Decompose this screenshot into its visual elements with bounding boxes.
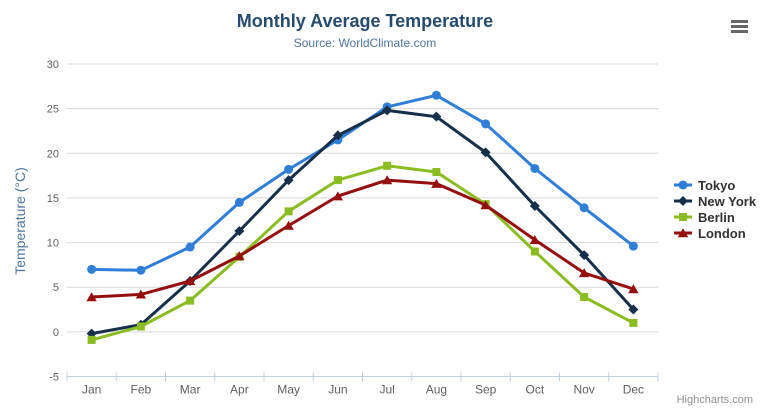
data-point-marker xyxy=(431,90,441,100)
data-point-marker xyxy=(629,318,638,327)
legend-item-tokyo[interactable]: Tokyo xyxy=(674,177,756,193)
chart-title: Monthly Average Temperature xyxy=(236,11,494,31)
legend: Tokyo New York Berlin London xyxy=(674,177,756,241)
legend-label: Berlin xyxy=(698,209,735,225)
data-point-marker xyxy=(283,220,294,230)
x-tick-label: Sep xyxy=(475,383,497,397)
legend-item-berlin[interactable]: Berlin xyxy=(674,209,756,225)
legend-item-london[interactable]: London xyxy=(674,225,756,241)
data-point-marker xyxy=(530,247,539,256)
data-point-marker xyxy=(628,284,639,294)
x-tick-label: Jul xyxy=(379,383,394,397)
data-point-marker xyxy=(136,322,145,331)
data-point-marker xyxy=(530,163,540,173)
series-line-london xyxy=(90,178,635,299)
diamond-series-symbol-icon xyxy=(674,196,692,206)
data-point-marker xyxy=(481,119,491,129)
x-tick-label: Oct xyxy=(526,383,545,397)
x-tick-label: Dec xyxy=(623,383,644,397)
data-point-marker xyxy=(284,207,293,216)
data-point-marker xyxy=(87,264,97,274)
context-menu-button[interactable] xyxy=(731,20,748,35)
data-point-marker xyxy=(184,276,196,286)
data-point-marker xyxy=(431,111,442,122)
x-tick-label: Aug xyxy=(426,383,447,397)
circle-series-symbol-icon xyxy=(674,180,692,190)
y-tick-label: 20 xyxy=(47,148,59,160)
y-tick-label: 10 xyxy=(47,238,59,250)
series-line-berlin xyxy=(90,164,635,342)
data-point-marker xyxy=(579,203,589,213)
data-point-marker xyxy=(529,235,541,245)
y-tick-label: 0 xyxy=(53,327,59,339)
data-point-marker xyxy=(381,175,393,185)
data-point-marker xyxy=(136,265,146,275)
x-tick-label: Nov xyxy=(573,383,594,397)
data-point-marker xyxy=(432,168,441,177)
triangle-series-symbol-icon xyxy=(674,228,692,238)
y-tick-label: 30 xyxy=(47,59,59,71)
chart-subtitle: Source: WorldClimate.com xyxy=(293,36,437,50)
data-point-marker xyxy=(234,225,245,236)
y-tick-label: 15 xyxy=(47,193,59,205)
data-point-marker xyxy=(579,250,590,261)
data-point-marker xyxy=(480,200,491,210)
x-tick-label: Feb xyxy=(131,383,152,397)
legend-label: New York xyxy=(698,193,757,209)
legend-item-new-york[interactable]: New York xyxy=(674,193,756,209)
y-tick-label: 25 xyxy=(47,104,59,116)
y-tick-label: -5 xyxy=(49,372,59,384)
data-point-marker xyxy=(332,130,343,141)
data-point-marker xyxy=(283,175,294,186)
data-point-marker xyxy=(628,241,638,251)
data-point-marker xyxy=(383,161,392,170)
square-series-symbol-icon xyxy=(674,213,692,221)
x-tick-label: Jun xyxy=(328,383,347,397)
data-point-marker xyxy=(87,335,96,344)
data-point-marker xyxy=(333,176,342,185)
data-point-marker xyxy=(284,164,294,174)
x-tick-label: Apr xyxy=(230,383,249,397)
credits-link[interactable]: Highcharts.com xyxy=(676,394,753,406)
data-point-marker xyxy=(234,197,244,207)
data-point-marker xyxy=(382,105,393,116)
x-tick-label: May xyxy=(277,383,300,397)
x-tick-label: Mar xyxy=(180,383,201,397)
data-point-marker xyxy=(580,293,589,302)
y-tick-label: 5 xyxy=(53,282,59,294)
x-tick-label: Jan xyxy=(82,383,101,397)
data-point-marker xyxy=(332,191,344,201)
legend-label: London xyxy=(698,225,746,241)
data-point-marker xyxy=(234,251,245,261)
data-point-marker xyxy=(86,292,97,302)
data-point-marker xyxy=(529,200,540,211)
series-line-new-york xyxy=(90,108,635,336)
data-point-marker xyxy=(185,242,195,252)
legend-label: Tokyo xyxy=(698,177,736,193)
data-point-marker xyxy=(135,289,147,299)
hamburger-icon xyxy=(731,20,748,23)
data-point-marker xyxy=(578,268,590,278)
data-point-marker xyxy=(431,178,442,188)
data-point-marker xyxy=(480,147,491,158)
data-point-marker xyxy=(186,296,195,305)
data-point-marker xyxy=(628,304,639,315)
